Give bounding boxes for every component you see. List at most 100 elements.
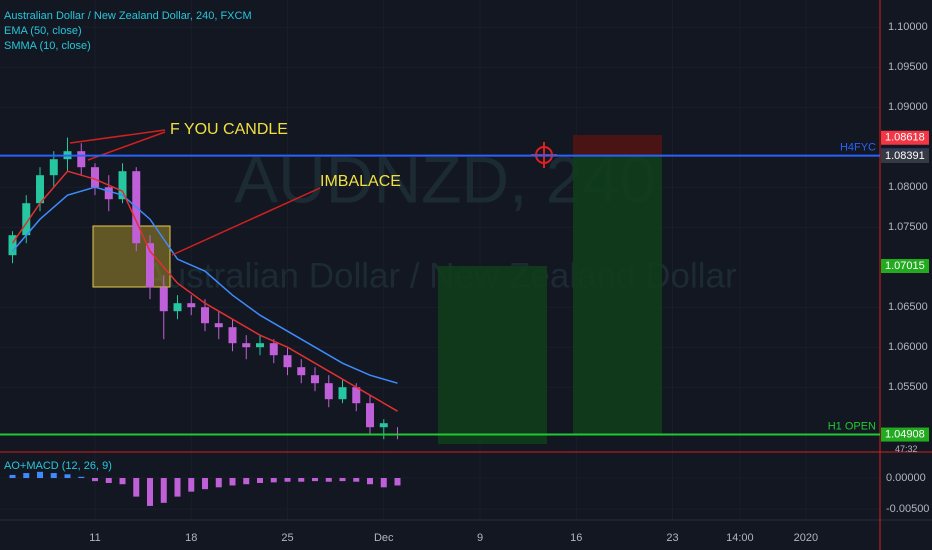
y-tick-label: 0.00000: [886, 472, 926, 484]
price-badge: [881, 130, 929, 145]
x-tick-label: Dec: [374, 532, 394, 544]
oscillator-bar: [64, 474, 71, 479]
imbalance-zone: [92, 225, 171, 288]
legend-entry: EMA (50, close): [4, 25, 82, 37]
oscillator-bar: [215, 478, 222, 488]
oscillator-bar: [133, 478, 140, 497]
candle-body: [187, 303, 196, 308]
candle-body: [256, 343, 265, 348]
oscillator-bar: [229, 478, 236, 486]
y-tick-label: 1.08000: [888, 181, 928, 193]
oscillator-bar: [37, 471, 44, 479]
indicator-line: [11, 186, 398, 384]
candle-body: [283, 355, 292, 368]
annotation: IMBALACE: [320, 173, 401, 190]
oscillator-bar: [174, 478, 181, 497]
oscillator-bar: [188, 478, 195, 492]
candle-body: [228, 327, 237, 344]
candle-body: [214, 323, 223, 328]
candle-body: [49, 159, 58, 176]
oscillator-bar: [284, 478, 291, 482]
oscillator-bar: [257, 478, 264, 483]
annotation: F YOU CANDLE: [170, 121, 288, 138]
candle-body: [201, 307, 210, 324]
oscillator-bar: [9, 474, 16, 479]
x-tick-label: 14:00: [726, 532, 754, 544]
y-tick-label: 1.10000: [888, 21, 928, 33]
candle-body: [338, 387, 347, 400]
candle-body: [311, 375, 320, 384]
oscillator-bar: [394, 478, 401, 486]
y-tick-label: 1.05500: [888, 381, 928, 393]
x-tick-label: 11: [89, 532, 100, 544]
oscillator-bar: [339, 478, 346, 482]
candle-body: [159, 287, 168, 312]
grid: [0, 0, 880, 520]
candle-body: [77, 151, 86, 168]
oscillator-bar: [353, 478, 360, 482]
y-tick-label: 1.06000: [888, 341, 928, 353]
price-badge: [881, 427, 929, 442]
price-line-label: H4FYC: [840, 142, 876, 154]
oscillator-bar: [50, 473, 57, 479]
candle-body: [297, 367, 306, 376]
legend-entry: SMMA (10, close): [4, 40, 91, 52]
candle-body: [91, 167, 100, 188]
price-badge: [881, 259, 929, 273]
oscillator-bar: [380, 478, 387, 488]
candle-body: [8, 235, 17, 256]
oscillator-bar: [147, 478, 154, 506]
candle-body: [269, 343, 278, 356]
x-tick-label: 2020: [794, 532, 818, 544]
oscillator-bar: [160, 478, 167, 503]
oscillator-bar: [105, 478, 112, 483]
candle-body: [104, 187, 113, 200]
y-tick-label: 1.06500: [888, 301, 928, 313]
oscillator-bar: [367, 478, 374, 485]
price-badge-label: 1.04908: [885, 428, 925, 440]
candle-body: [379, 423, 388, 428]
candle-body: [352, 387, 361, 404]
candle-body: [173, 303, 182, 312]
candle-body: [324, 383, 333, 400]
indicator-line: [11, 170, 398, 412]
y-tick-label: 1.07500: [888, 221, 928, 233]
x-tick-label: 16: [570, 532, 582, 544]
candle-body: [146, 243, 155, 288]
countdown: 47:32: [895, 444, 918, 454]
oscillator-bar: [243, 478, 250, 485]
target-zone: [573, 155, 662, 435]
x-tick-label: 18: [185, 532, 197, 544]
oscillator-title: AO+MACD (12, 26, 9): [4, 460, 112, 472]
plot: [8, 137, 402, 440]
oscillator-bar: [119, 478, 126, 485]
stop-zone: [573, 135, 662, 155]
oscillator-bar: [270, 478, 277, 483]
candle-body: [36, 175, 45, 204]
oscillator-bar: [202, 478, 209, 490]
price-line-label: H1 OPEN: [828, 420, 876, 432]
chart-title: Australian Dollar / New Zealand Dollar, …: [4, 10, 252, 22]
oscillator-bar: [92, 478, 99, 482]
oscillator-bar: [325, 478, 332, 482]
oscillator-bar: [312, 478, 319, 482]
oscillator-bar: [78, 476, 85, 479]
candle-body: [118, 171, 127, 200]
target-zone: [438, 266, 547, 444]
candle-body: [242, 343, 251, 348]
oscillator-bar: [298, 478, 305, 482]
arrow: [69, 129, 166, 144]
x-tick-label: 9: [477, 532, 483, 544]
x-tick-label: 25: [281, 532, 293, 544]
price-badge-label: 1.07015: [885, 260, 925, 272]
y-tick-label: -0.00500: [886, 503, 929, 515]
price-badge: [881, 148, 929, 163]
candle-body: [366, 403, 375, 428]
price-badge-label: 1.08618: [885, 132, 925, 144]
y-tick-label: 1.09500: [888, 61, 928, 73]
oscillator-bar: [23, 473, 30, 479]
candle-body: [22, 203, 31, 236]
x-tick-label: 23: [666, 532, 678, 544]
